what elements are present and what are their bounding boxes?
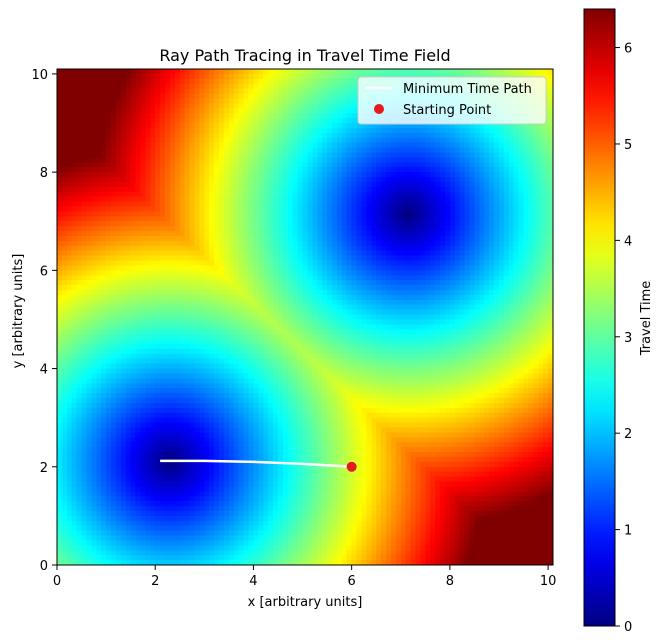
x-tick-label: 10 xyxy=(540,574,557,589)
y-tick-label: 2 xyxy=(40,461,48,476)
x-axis: 0 2 4 6 8 10 xyxy=(53,565,557,589)
y-axis-label: y [arbitrary units] xyxy=(11,254,26,369)
x-tick-label: 6 xyxy=(348,574,356,589)
colorbar-tick-label: 4 xyxy=(624,234,632,249)
x-tick-label: 2 xyxy=(151,574,159,589)
legend-entry-path: Minimum Time Path xyxy=(403,82,532,97)
colorbar-ticks: 0 1 2 3 4 5 6 xyxy=(615,42,632,635)
y-axis: 0 2 4 6 8 10 xyxy=(31,68,57,574)
colorbar-tick-label: 2 xyxy=(624,427,632,442)
legend-point-swatch xyxy=(374,104,384,114)
y-tick-label: 4 xyxy=(40,363,48,378)
starting-point-marker xyxy=(346,461,357,472)
y-tick-label: 0 xyxy=(40,559,48,574)
y-tick-label: 10 xyxy=(31,68,48,83)
x-axis-label: x [arbitrary units] xyxy=(248,595,363,610)
colorbar-tick-label: 3 xyxy=(624,331,632,346)
plot-frame xyxy=(56,68,554,566)
x-tick-label: 4 xyxy=(249,574,257,589)
legend-box xyxy=(357,76,547,125)
y-tick-label: 6 xyxy=(40,264,48,279)
travel-time-heatmap xyxy=(57,69,553,565)
x-tick-label: 8 xyxy=(446,574,454,589)
colorbar-tick-label: 5 xyxy=(624,138,632,153)
legend-entry-start: Starting Point xyxy=(403,103,491,118)
x-tick-label: 0 xyxy=(53,574,61,589)
y-tick-label: 8 xyxy=(40,166,48,181)
legend: Minimum Time Path Starting Point xyxy=(357,76,547,125)
colorbar-tick-label: 6 xyxy=(624,42,632,57)
plot-area xyxy=(56,68,554,566)
colorbar-label: Travel Time xyxy=(639,281,654,357)
colorbar-tick-label: 1 xyxy=(624,524,632,539)
colorbar-tick-label: 0 xyxy=(624,620,632,635)
minimum-time-path-line xyxy=(160,459,352,469)
colorbar-gradient xyxy=(583,8,616,627)
colorbar: 0 1 2 3 4 5 6 Travel Time xyxy=(583,8,654,635)
chart-title: Ray Path Tracing in Travel Time Field xyxy=(159,46,450,65)
series-layer xyxy=(160,459,357,472)
